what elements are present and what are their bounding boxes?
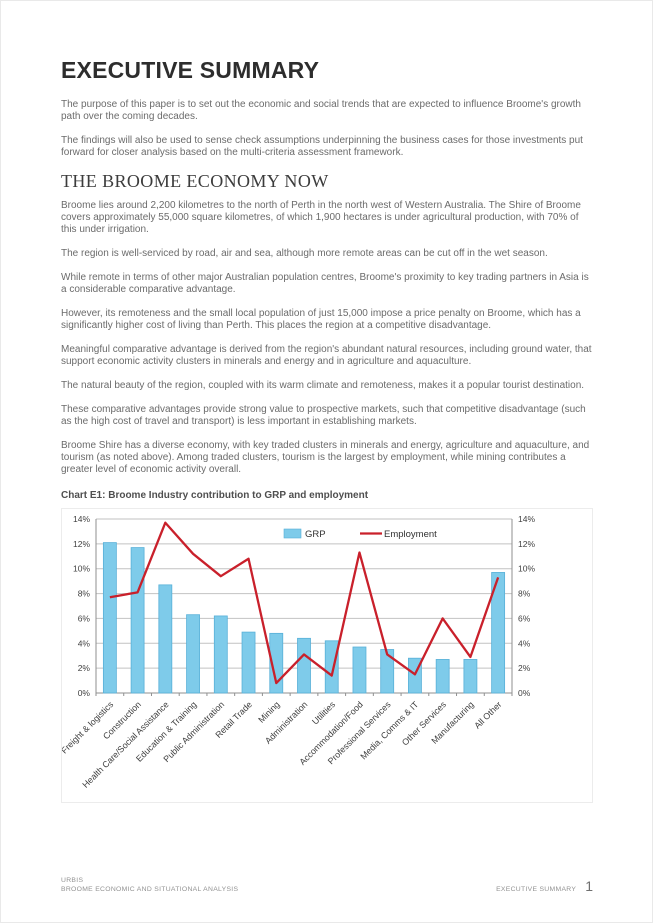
grp-bar — [297, 637, 311, 694]
y-axis-tick-label: 12% — [73, 539, 90, 549]
y-axis-tick-label: 6% — [78, 613, 91, 623]
body-paragraph: Broome Shire has a diverse economy, with… — [61, 440, 590, 475]
y-axis-tick-label: 2% — [518, 663, 531, 673]
footer-brand: URBIS — [61, 877, 84, 884]
body-paragraph: The region is well-serviced by road, air… — [61, 248, 548, 259]
grp-bar — [463, 659, 478, 694]
footer-section-label: EXECUTIVE SUMMARY — [496, 886, 577, 893]
y-axis-tick-label: 14% — [518, 514, 535, 524]
grp-bar — [158, 584, 173, 694]
x-axis-label: All Other — [472, 699, 503, 730]
body-paragraph: These comparative advantages provide str… — [61, 404, 586, 427]
legend-grp-label: GRP — [305, 529, 326, 540]
page-footer: URBIS BROOME ECONOMIC AND SITUATIONAL AN… — [61, 876, 593, 894]
y-axis-tick-label: 10% — [518, 564, 535, 574]
section-heading: THE BROOME ECONOMY NOW — [61, 171, 329, 191]
y-axis-tick-label: 12% — [518, 539, 535, 549]
body-paragraph: While remote in terms of other major Aus… — [61, 272, 589, 295]
y-axis-tick-label: 0% — [78, 688, 91, 698]
body-paragraph: Broome lies around 2,200 kilometres to t… — [61, 200, 581, 235]
grp-bar — [491, 572, 506, 694]
y-axis-tick-label: 10% — [73, 564, 90, 574]
body-paragraph: Meaningful comparative advantage is deri… — [61, 344, 592, 367]
y-axis-tick-label: 2% — [78, 663, 91, 673]
y-axis-tick-label: 4% — [518, 638, 531, 648]
y-axis-tick-label: 8% — [518, 589, 531, 599]
grp-bar — [435, 659, 450, 694]
grp-employment-chart: 0% 0%2% 2%4% 4%6% 6%8% 8%10% 10%12% 12%14% 14%Fr… — [59, 514, 535, 790]
page-title: EXECUTIVE SUMMARY — [61, 57, 320, 83]
y-axis-tick-label: 6% — [518, 613, 531, 623]
x-axis-label: Mining — [256, 699, 281, 724]
y-axis-tick-label: 14% — [73, 514, 90, 524]
page-content: EXECUTIVE SUMMARY The purpose of this pa… — [59, 57, 595, 803]
grp-bar — [213, 615, 228, 694]
grp-bar — [102, 542, 117, 694]
y-axis-tick-label: 0% — [518, 688, 531, 698]
footer-page-block: EXECUTIVE SUMMARY 1 — [496, 878, 593, 894]
grp-bar — [241, 631, 256, 694]
grp-bar — [186, 614, 200, 694]
footer-brand-block: URBIS BROOME ECONOMIC AND SITUATIONAL AN… — [61, 876, 238, 894]
grp-bar — [380, 649, 395, 694]
y-axis-tick-label: 8% — [78, 589, 91, 599]
chart-e1: 0% 0% 2% 2% 4% 4% 6% 6% 8% 8% 10% 10% 12% 12% 14% 14% Fr… — [59, 508, 593, 803]
grp-bar — [352, 646, 367, 694]
legend-employment-label: Employment — [384, 529, 437, 540]
chart-caption: Chart E1: Broome Industry contribution t… — [61, 490, 369, 501]
legend-grp-swatch — [283, 528, 302, 539]
footer-report-title: BROOME ECONOMIC AND SITUATIONAL ANALYSIS — [61, 886, 239, 893]
employment-line — [109, 521, 500, 685]
intro-paragraph: The findings will also be used to sense … — [61, 135, 583, 158]
grp-bar — [324, 640, 339, 694]
intro-paragraph: The purpose of this paper is to set out … — [61, 99, 581, 122]
body-paragraph: However, its remoteness and the small lo… — [61, 308, 581, 331]
y-axis-tick-label: 4% — [78, 638, 91, 648]
page-number: 1 — [585, 878, 593, 894]
body-paragraph: The natural beauty of the region, couple… — [61, 380, 585, 391]
grp-bar — [130, 547, 145, 694]
